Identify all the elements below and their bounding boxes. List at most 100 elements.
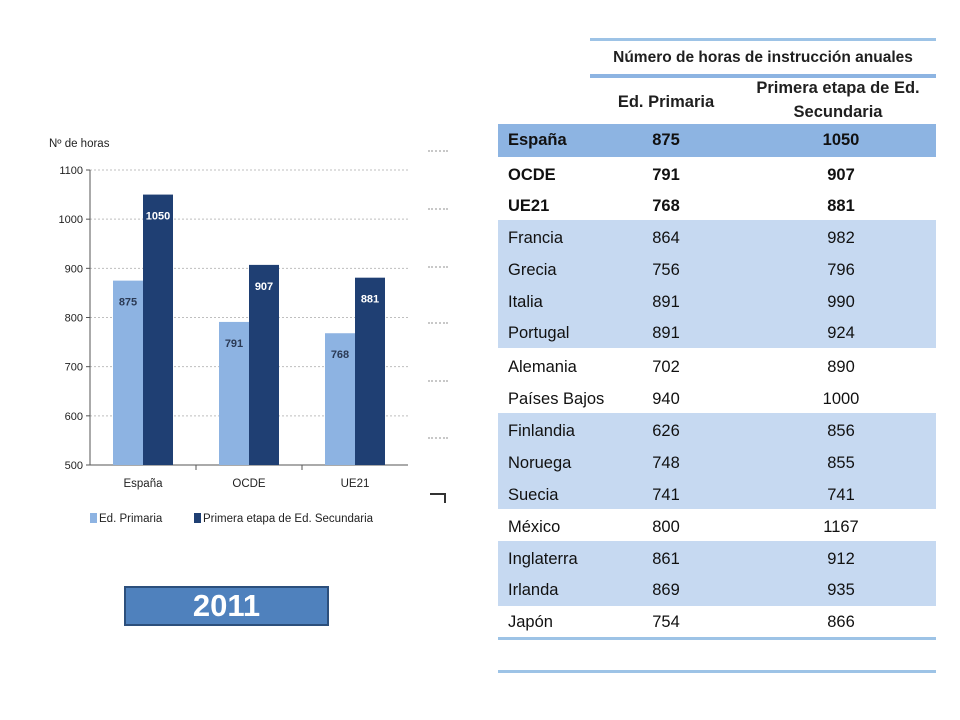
- table-row: Países Bajos 940 1000: [498, 386, 936, 417]
- separator-dash: [428, 266, 448, 268]
- separator-dash: [428, 150, 448, 152]
- bar-value-label: 881: [361, 294, 379, 306]
- x-tick-label: España: [123, 478, 163, 490]
- x-tick-label: UE21: [341, 478, 370, 490]
- bracket-mark: [430, 493, 446, 503]
- table-row: Suecia 741 741: [498, 482, 936, 513]
- secundaria-cell: 796: [827, 261, 855, 279]
- country-cell: Japón: [508, 613, 553, 631]
- primaria-cell: 869: [652, 581, 680, 599]
- y-tick-label: 500: [65, 460, 83, 472]
- bar-value-label: 791: [225, 338, 243, 350]
- bar-value-label: 907: [255, 281, 273, 293]
- table-row: Francia 864 982: [498, 225, 936, 256]
- row-band: [498, 413, 936, 509]
- primaria-cell: 626: [652, 422, 680, 440]
- separator-dash: [428, 437, 448, 439]
- primaria-cell: 702: [652, 358, 680, 376]
- legend-label: Ed. Primaria: [99, 513, 163, 525]
- secundaria-cell: 881: [827, 197, 855, 215]
- primaria-cell: 768: [652, 197, 680, 215]
- bar: [325, 333, 355, 465]
- primaria-cell: 875: [652, 131, 680, 149]
- bar: [113, 280, 143, 465]
- legend-swatch: [90, 513, 97, 523]
- primaria-cell: 741: [652, 486, 680, 504]
- y-tick-label: 600: [65, 411, 83, 423]
- country-cell: Noruega: [508, 454, 572, 472]
- table-row: Portugal 891 924: [498, 320, 936, 351]
- bar-value-label: 768: [331, 349, 349, 361]
- legend-swatch: [194, 513, 201, 523]
- country-cell: México: [508, 518, 561, 536]
- bar-chart: Nº de horas 500 600 700 800 900 1000 1100 España…: [49, 138, 408, 525]
- table-row: España 875 1050: [498, 127, 936, 158]
- row-band: [498, 541, 936, 606]
- secundaria-cell: 912: [827, 550, 855, 568]
- separator-dash: [428, 208, 448, 210]
- bar: [143, 194, 173, 465]
- secundaria-cell: 866: [827, 613, 855, 631]
- table-row: Irlanda 869 935: [498, 577, 936, 608]
- primaria-cell: 864: [652, 229, 680, 247]
- table-rule: [498, 637, 936, 640]
- table-row: OCDE 791 907: [498, 162, 936, 193]
- y-tick-label: 900: [65, 263, 83, 275]
- secundaria-cell: 1167: [823, 518, 859, 536]
- y-tick-label: 800: [65, 313, 83, 325]
- bar-value-label: 875: [119, 297, 137, 309]
- table-row: Italia 891 990: [498, 289, 936, 320]
- table-row: Alemania 702 890: [498, 354, 936, 385]
- table-row: Noruega 748 855: [498, 450, 936, 481]
- secundaria-cell: 1000: [822, 390, 860, 408]
- country-cell: Italia: [508, 293, 543, 311]
- bar: [355, 277, 385, 465]
- col-header-primaria: Ed. Primaria: [617, 93, 715, 111]
- primaria-cell: 891: [652, 324, 680, 342]
- primaria-cell: 861: [652, 550, 680, 568]
- country-cell: Países Bajos: [508, 390, 605, 408]
- table-row: Finlandia 626 856: [498, 418, 936, 449]
- primaria-cell: 891: [652, 293, 680, 311]
- y-tick-label: 1100: [59, 165, 83, 177]
- secundaria-cell: 935: [827, 581, 855, 599]
- primaria-cell: 748: [652, 454, 680, 472]
- country-cell: Francia: [508, 229, 564, 247]
- secundaria-cell: 907: [827, 166, 855, 184]
- table-row: Grecia 756 796: [498, 257, 936, 288]
- col-header-secundaria: Primera etapa de Ed. Secundaria: [756, 79, 920, 121]
- country-cell: Finlandia: [508, 422, 575, 440]
- bar: [219, 321, 249, 465]
- bar-value-label: 1050: [146, 211, 170, 223]
- separator-dash: [428, 380, 448, 382]
- x-tick-label: OCDE: [232, 478, 266, 490]
- secundaria-cell: 741: [827, 486, 855, 504]
- primaria-cell: 754: [652, 613, 680, 631]
- country-cell: Suecia: [508, 486, 559, 504]
- country-cell: Alemania: [508, 358, 577, 376]
- primaria-cell: 940: [652, 390, 680, 408]
- secundaria-cell: 856: [827, 422, 855, 440]
- table-rule: [498, 670, 936, 673]
- secundaria-cell: 982: [827, 229, 855, 247]
- row-band: [498, 220, 936, 348]
- country-cell: España: [508, 131, 567, 149]
- secundaria-cell: 890: [827, 358, 855, 376]
- country-cell: UE21: [508, 197, 550, 215]
- y-axis-label: Nº de horas: [49, 138, 110, 150]
- table-row: México 800 1167: [498, 514, 936, 545]
- primaria-cell: 756: [652, 261, 680, 279]
- y-tick-label: 1000: [59, 214, 83, 226]
- secundaria-cell: 855: [827, 454, 855, 472]
- country-cell: Portugal: [508, 324, 570, 342]
- country-cell: Grecia: [508, 261, 557, 279]
- country-cell: Inglaterra: [508, 550, 578, 568]
- primaria-cell: 800: [652, 518, 680, 536]
- y-tick-label: 700: [65, 362, 83, 374]
- country-cell: OCDE: [508, 166, 556, 184]
- secundaria-cell: 924: [827, 324, 855, 342]
- table-row: UE21 768 881: [498, 193, 936, 224]
- bar: [249, 264, 279, 465]
- hours-table: Número de horas de instrucción anuales E…: [498, 30, 936, 680]
- separator-dash: [428, 322, 448, 324]
